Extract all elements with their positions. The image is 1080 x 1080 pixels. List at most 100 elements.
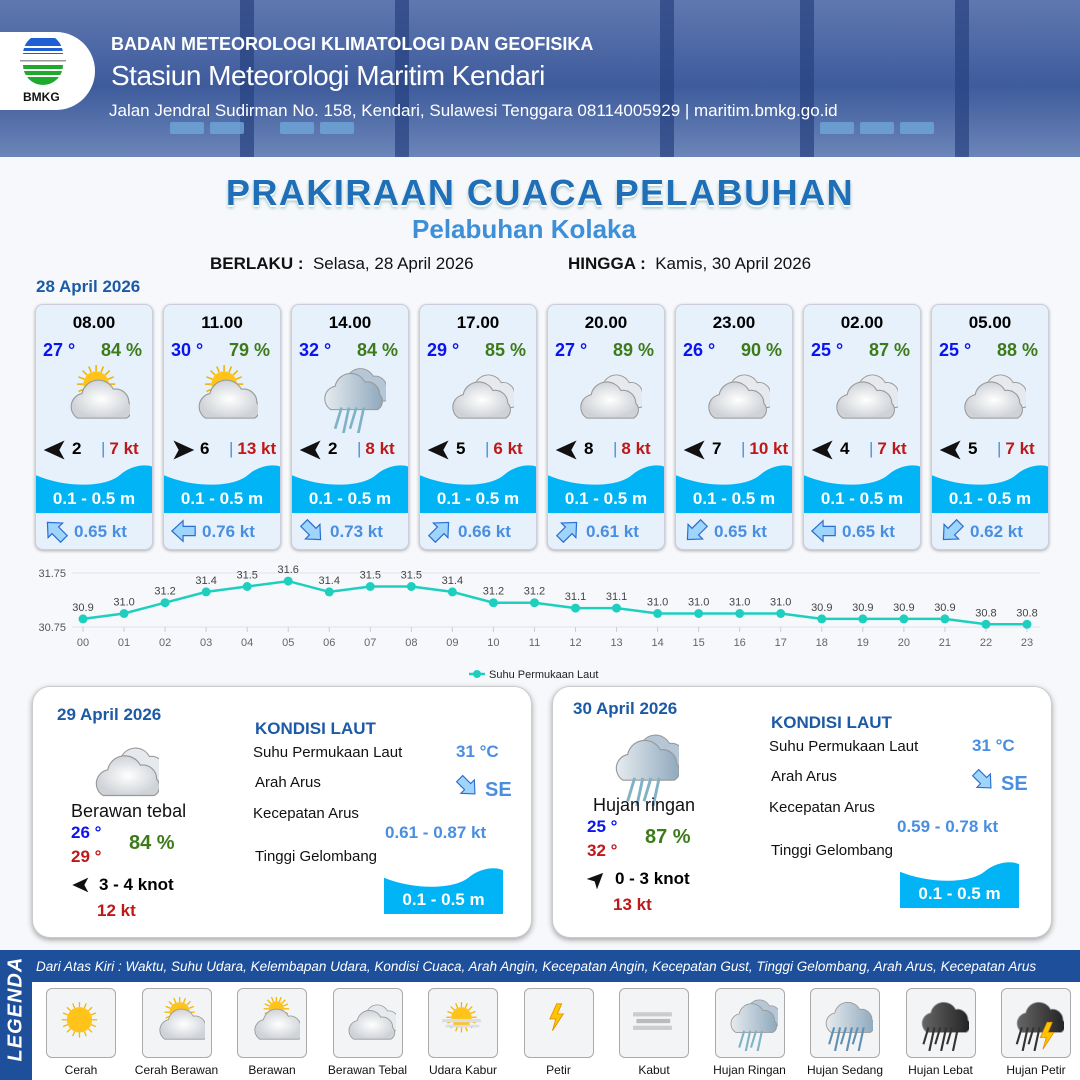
wave-icon <box>420 463 536 518</box>
data-point <box>447 587 457 597</box>
current-direction-icon <box>426 517 454 549</box>
humidity: 87 % <box>868 340 910 360</box>
air-temperature: 27 ° <box>555 340 588 360</box>
day-panel-30: 30 April 2026 Hujan ringan 25 ° 32 ° 87 … <box>552 686 1052 938</box>
x-tick-label: 14 <box>651 637 663 649</box>
data-point <box>365 582 375 591</box>
humidity: 79 % <box>228 340 270 360</box>
data-point <box>78 614 88 624</box>
data-point <box>735 609 745 618</box>
gust-speed: 13 kt <box>613 895 652 914</box>
x-tick-label: 19 <box>857 637 869 649</box>
current-speed-label: Kecepatan Arus <box>253 805 359 822</box>
page-title: PRAKIRAAN CUACA PELABUHAN <box>225 172 855 213</box>
valid-to: HINGGA : Kamis, 30 April 2026 <box>568 254 811 274</box>
data-label: 31.0 <box>688 597 709 609</box>
cerah-berawan-icon <box>58 365 133 438</box>
sst-label: Suhu Permukaan Laut <box>769 738 919 755</box>
wind-direction-icon <box>42 437 68 468</box>
legend-label: Suhu Permukaan Laut <box>489 669 598 681</box>
wave-icon <box>384 866 503 919</box>
bmkg-logo: BMKG <box>0 32 95 110</box>
legend-item-hujan-petir <box>1001 988 1071 1058</box>
day1-date: 28 April 2026 <box>36 277 141 296</box>
station-name: Stasiun Meteorologi Maritim Kendari <box>111 60 545 91</box>
air-temperature: 30 ° <box>171 340 204 360</box>
x-tick-label: 20 <box>898 637 910 649</box>
x-tick-label: 21 <box>939 637 951 649</box>
wind-speed: 5 <box>456 439 466 458</box>
wave-height-value: 0.1 - 0.5 m <box>402 890 485 909</box>
humidity: 87 % <box>645 826 691 848</box>
legend-title-bar: LEGENDA <box>0 950 32 1080</box>
wind-speed: 7 <box>712 439 722 458</box>
berawan-tebal-icon <box>442 365 518 438</box>
forecast-card: 14.00 32 ° 84 % 2 8 kt 0.1 - 0.5 m 0.73 … <box>291 304 409 550</box>
station-address: Jalan Jendral Sudirman No. 158, Kendari,… <box>109 101 838 120</box>
wind-direction-icon <box>170 437 196 468</box>
berawan-tebal-icon <box>954 365 1030 438</box>
data-point <box>529 598 539 608</box>
gust-speed: 6 kt <box>485 439 522 459</box>
temp-max: 29 ° <box>71 847 102 866</box>
legend-label: Hujan Petir <box>1006 1063 1066 1077</box>
current-direction-label: Arah Arus <box>771 768 837 785</box>
x-tick-label: 18 <box>816 637 828 649</box>
current-speed: 0.73 kt <box>330 522 383 541</box>
sst-value: 31 °C <box>972 736 1015 755</box>
humidity: 85 % <box>484 340 526 360</box>
valid-from-label: BERLAKU : <box>210 254 304 273</box>
wind-direction-icon <box>682 437 708 468</box>
wind-direction-icon <box>71 875 91 900</box>
current-direction-icon <box>170 517 198 549</box>
data-label: 31.6 <box>278 564 299 576</box>
forecast-time: 11.00 <box>201 313 243 332</box>
current-direction-icon <box>810 517 838 549</box>
wind-speed: 5 <box>968 439 978 458</box>
forecast-time: 17.00 <box>456 313 500 332</box>
forecast-time: 14.00 <box>328 313 372 332</box>
air-temperature: 32 ° <box>299 340 332 360</box>
x-tick-label: 12 <box>569 637 581 649</box>
gust-speed: 8 kt <box>613 439 650 459</box>
wave-height: 0.1 - 0.5 m <box>820 489 904 508</box>
sea-conditions-title: KONDISI LAUT <box>255 719 376 738</box>
temp-max: 32 ° <box>587 841 618 860</box>
day-panel-29: 29 April 2026 Berawan tebal 26 ° 29 ° 84… <box>32 686 532 938</box>
legend-label: Hujan Ringan <box>713 1063 786 1077</box>
x-tick-label: 17 <box>775 637 787 649</box>
x-tick-label: 03 <box>200 637 212 649</box>
x-tick-label: 16 <box>734 637 746 649</box>
x-tick-label: 06 <box>323 637 335 649</box>
humidity: 90 % <box>740 340 782 360</box>
wind-direction-icon <box>586 869 607 894</box>
current-speed: 0.61 kt <box>586 522 639 541</box>
data-label: 30.9 <box>893 602 914 614</box>
wave-icon <box>676 463 792 518</box>
berawan-tebal-icon <box>89 737 168 817</box>
wind-direction-icon <box>426 437 452 468</box>
x-tick-label: 05 <box>282 637 294 649</box>
legend-label: Berawan <box>248 1063 296 1077</box>
legend-description: Dari Atas Kiri : Waktu, Suhu Udara, Kele… <box>32 950 1080 982</box>
x-tick-label: 07 <box>364 637 376 649</box>
wind-speed-range: 3 - 4 knot <box>99 875 174 894</box>
data-label: 31.2 <box>154 586 175 598</box>
data-point <box>119 609 129 618</box>
x-tick-label: 23 <box>1021 637 1033 649</box>
data-point <box>160 598 170 608</box>
data-point <box>242 582 252 591</box>
data-point <box>571 603 581 613</box>
hujan-ringan-icon <box>314 365 390 438</box>
legend-item-hujan-lebat <box>905 988 976 1058</box>
current-direction-icon <box>298 517 326 549</box>
data-label: 31.1 <box>606 591 627 603</box>
gust-speed: 10 kt <box>741 439 788 459</box>
gust-speed: 8 kt <box>357 439 394 459</box>
data-label: 31.5 <box>401 570 422 582</box>
wave-icon <box>804 463 920 518</box>
data-point <box>488 598 498 608</box>
forecast-card: 02.00 25 ° 87 % 4 7 kt 0.1 - 0.5 m 0.65 … <box>803 304 921 550</box>
data-point <box>694 609 704 618</box>
wave-height: 0.1 - 0.5 m <box>180 489 264 508</box>
